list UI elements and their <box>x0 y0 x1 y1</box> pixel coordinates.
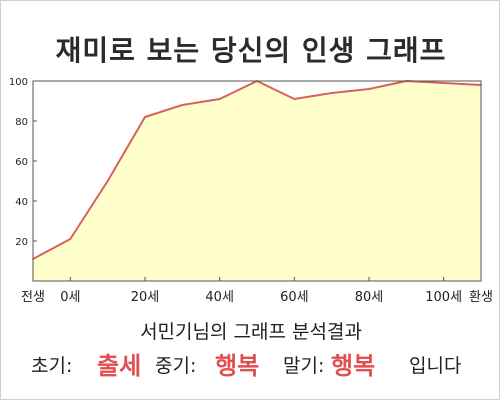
y-tick-label: 60 <box>15 157 28 168</box>
y-tick-label: 100 <box>9 77 28 88</box>
y-tick-label: 40 <box>15 197 28 208</box>
data-point <box>69 238 72 240</box>
x-tick-label: 0세 <box>60 290 80 305</box>
x-tick-label: 60세 <box>280 290 309 305</box>
mid-life-label: 중기: <box>155 355 197 377</box>
early-life-label: 초기: <box>31 355 73 377</box>
chart-marks <box>32 80 482 282</box>
chart-title: 재미로 보는 당신의 인생 그래프 <box>55 34 447 67</box>
x-tick-label: 100세 <box>425 290 462 305</box>
data-point <box>368 88 370 90</box>
life-graph-chart: 20 40 60 80 100 전생 0세 20세 40세 60세 80세 100세 환생 <box>9 77 493 305</box>
x-tick-label: 환생 <box>469 290 493 305</box>
data-point <box>144 116 146 118</box>
data-point <box>218 98 221 100</box>
y-axis-ticks: 20 40 60 80 100 <box>9 77 37 248</box>
y-tick-label: 80 <box>15 117 28 128</box>
x-tick-label: 전생 <box>21 290 45 305</box>
data-point <box>442 82 445 84</box>
x-tick-label: 20세 <box>131 290 160 305</box>
late-life-label: 말기: <box>283 355 325 377</box>
y-tick-label: 20 <box>15 237 28 248</box>
data-point <box>330 92 333 94</box>
x-tick-label: 40세 <box>205 290 234 305</box>
data-point <box>293 98 296 100</box>
x-axis-ticks: 전생 0세 20세 40세 60세 80세 100세 환생 <box>21 277 493 305</box>
result-ending: 입니다 <box>409 355 462 377</box>
mid-life-value: 행복 <box>215 352 260 380</box>
analysis-result-row: 초기: 출세 중기: 행복 말기: 행복 입니다 <box>1 349 500 383</box>
area-fill <box>33 81 481 281</box>
x-tick-label: 80세 <box>355 290 384 305</box>
analysis-heading: 서민기님의 그래프 분석결과 <box>140 321 362 343</box>
data-point <box>181 104 184 106</box>
plot-border <box>32 80 482 282</box>
late-life-value: 행복 <box>331 352 376 380</box>
data-point <box>106 180 109 182</box>
early-life-value: 출세 <box>97 352 142 380</box>
